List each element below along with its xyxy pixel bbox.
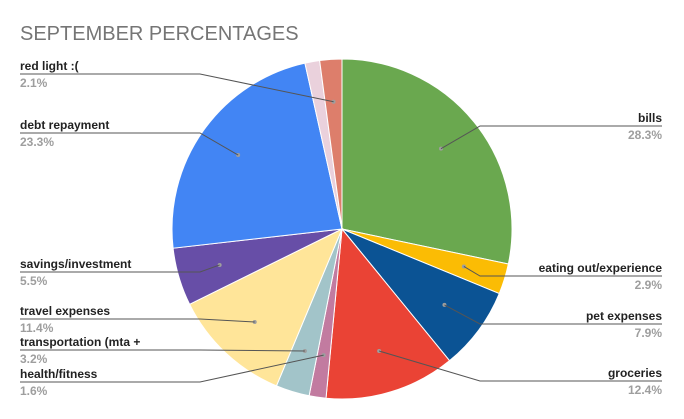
leader-line-red-light-10 <box>20 73 334 103</box>
slice-label-transportation-mta-5: transportation (mta + <box>20 335 140 349</box>
pie-slice-debt-repayment-8 <box>171 62 343 249</box>
pie-slice-travel-expenses-6 <box>188 227 343 387</box>
slice-percent-eating-out-experience-1: 2.9% <box>635 278 663 292</box>
slice-percent-transportation-mta-5: 3.2% <box>20 352 48 366</box>
leader-line-debt-repayment-8 <box>20 132 239 156</box>
slice-percent-health-fitness-4: 1.6% <box>20 384 48 398</box>
slice-label-bills-0: bills <box>638 111 662 125</box>
slice-label-groceries-3: groceries <box>608 366 662 380</box>
slice-label-pet-expenses-2: pet expenses <box>586 309 662 323</box>
pie-slice-groceries-3 <box>325 227 451 400</box>
chart-title: SEPTEMBER PERCENTAGES <box>20 23 299 45</box>
slice-label-eating-out-experience-1: eating out/experience <box>539 261 663 275</box>
leader-line-savings-investment-7 <box>20 264 220 273</box>
slice-percent-pet-expenses-2: 7.9% <box>635 326 663 340</box>
leader-line-bills-0 <box>440 125 662 150</box>
slice-percent-groceries-3: 12.4% <box>628 383 662 397</box>
slice-label-savings-investment-7: savings/investment <box>20 257 131 271</box>
slice-percent-debt-repayment-8: 23.3% <box>20 135 54 149</box>
slice-percent-travel-expenses-6: 11.4% <box>20 321 54 335</box>
leader-line-health-fitness-4 <box>20 354 324 383</box>
leader-line-transportation-mta-5 <box>20 349 305 352</box>
slice-percent-red-light-10: 2.1% <box>20 76 48 90</box>
slice-label-red-light-10: red light :( <box>20 59 79 73</box>
pie-slice-red-light-10 <box>319 58 343 230</box>
leader-line-groceries-3 <box>378 350 662 382</box>
slice-label-debt-repayment-8: debt repayment <box>20 118 109 132</box>
pie-slice-bills-0 <box>341 58 513 265</box>
slice-label-health-fitness-4: health/fitness <box>20 367 98 381</box>
leader-line-eating-out-experience-1 <box>463 266 662 277</box>
leader-line-pet-expenses-2 <box>444 304 662 325</box>
leader-line-travel-expenses-6 <box>20 318 255 323</box>
slice-percent-bills-0: 28.3% <box>628 128 662 142</box>
slice-label-travel-expenses-6: travel expenses <box>20 304 110 318</box>
slice-percent-savings-investment-7: 5.5% <box>20 274 48 288</box>
